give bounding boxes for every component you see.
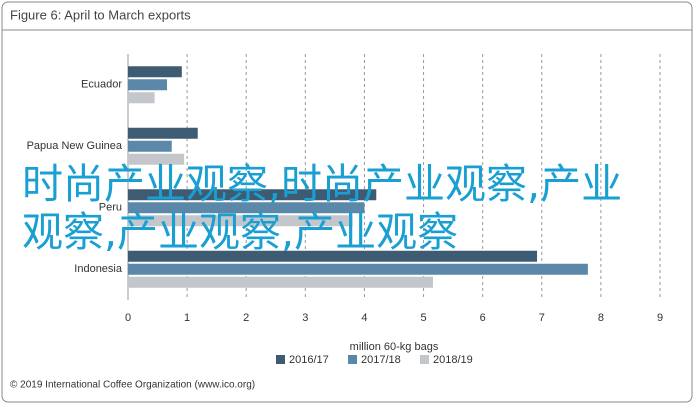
watermark: 时尚产业观察,时尚产业观察,产业观察,产业观察,产业观察 [22, 160, 623, 256]
legend-label: 2016/17 [289, 354, 329, 366]
bar [128, 202, 365, 214]
bar [128, 153, 185, 165]
x-tick-label: 8 [598, 312, 604, 324]
bar [128, 92, 155, 104]
bar [128, 189, 377, 201]
x-tick-label: 1 [184, 312, 190, 324]
legend-label: 2017/18 [361, 354, 401, 366]
legend-label: 2018/19 [433, 354, 473, 366]
chart-title: Figure 6: April to March exports [10, 7, 191, 22]
x-tick-label: 7 [539, 312, 545, 324]
x-tick-label: 9 [657, 312, 663, 324]
bar [128, 79, 168, 91]
y-tick-label: Peru [99, 202, 122, 214]
bar [128, 140, 172, 152]
bar [128, 127, 198, 139]
legend-swatch [276, 355, 285, 364]
bar [128, 66, 182, 78]
x-tick-label: 4 [361, 312, 367, 324]
x-tick-label: 5 [420, 312, 426, 324]
x-axis-label: million 60-kg bags [350, 341, 439, 353]
y-tick-label: Papua New Guinea [27, 140, 123, 152]
y-tick-label: Indonesia [74, 263, 123, 275]
x-tick-label: 3 [302, 312, 308, 324]
legend-swatch [420, 355, 429, 364]
footer: © 2019 International Coffee Organization… [10, 380, 255, 391]
x-tick-label: 6 [480, 312, 486, 324]
legend-swatch [348, 355, 357, 364]
bar [128, 215, 353, 227]
x-tick-label: 0 [125, 312, 131, 324]
bar [128, 276, 434, 288]
y-tick-label: Ecuador [81, 79, 122, 91]
x-tick-label: 2 [243, 312, 249, 324]
bar [128, 250, 538, 262]
bar [128, 263, 588, 275]
